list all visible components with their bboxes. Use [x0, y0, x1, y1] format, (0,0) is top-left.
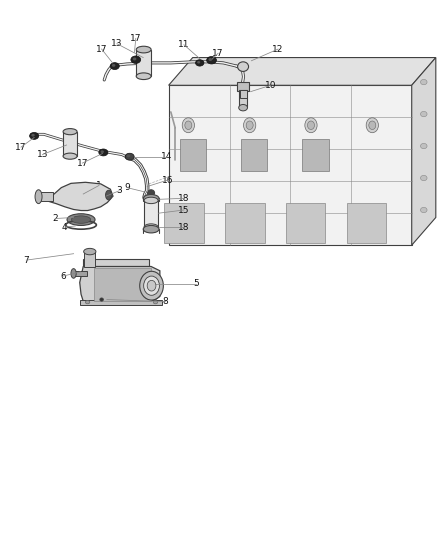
Polygon shape [83, 259, 149, 266]
Bar [39, 192, 53, 201]
Ellipse shape [239, 104, 247, 111]
Ellipse shape [140, 271, 163, 300]
Text: 4: 4 [62, 223, 67, 231]
Ellipse shape [71, 269, 76, 278]
Ellipse shape [420, 175, 427, 181]
Text: 3: 3 [116, 187, 122, 195]
Text: 17: 17 [15, 143, 27, 151]
Polygon shape [286, 203, 325, 243]
Text: 8: 8 [162, 297, 169, 306]
Ellipse shape [420, 79, 427, 85]
Ellipse shape [125, 154, 134, 160]
Ellipse shape [307, 121, 314, 130]
Ellipse shape [30, 133, 39, 140]
Text: 13: 13 [111, 39, 123, 48]
Ellipse shape [63, 153, 77, 159]
Text: 9: 9 [124, 183, 130, 192]
Ellipse shape [31, 134, 35, 136]
Polygon shape [164, 203, 204, 243]
Bar [237, 82, 249, 91]
Ellipse shape [305, 118, 317, 133]
Text: 1: 1 [96, 181, 102, 190]
Text: 5: 5 [193, 279, 199, 288]
Bar [136, 50, 151, 76]
Ellipse shape [127, 155, 130, 157]
Text: 18: 18 [178, 194, 190, 203]
Polygon shape [169, 58, 436, 85]
Ellipse shape [110, 63, 119, 69]
Ellipse shape [207, 56, 216, 64]
Ellipse shape [246, 121, 253, 130]
Ellipse shape [208, 58, 212, 61]
Bar [239, 90, 247, 107]
Ellipse shape [112, 64, 115, 67]
Ellipse shape [71, 216, 91, 223]
Text: 2: 2 [53, 214, 58, 223]
Polygon shape [80, 300, 162, 305]
Ellipse shape [131, 56, 141, 63]
Ellipse shape [197, 61, 200, 63]
Text: 16: 16 [162, 176, 173, 184]
Ellipse shape [100, 150, 104, 153]
Ellipse shape [35, 190, 42, 204]
Ellipse shape [136, 73, 151, 79]
Ellipse shape [63, 128, 77, 135]
Polygon shape [241, 139, 267, 171]
Polygon shape [180, 139, 206, 171]
Ellipse shape [106, 190, 112, 200]
Text: 17: 17 [212, 49, 224, 58]
Polygon shape [302, 139, 328, 171]
Text: 18: 18 [178, 223, 190, 231]
Ellipse shape [143, 195, 159, 202]
Ellipse shape [133, 58, 136, 60]
Polygon shape [225, 203, 265, 243]
Ellipse shape [182, 118, 194, 133]
Polygon shape [80, 266, 160, 305]
Bar [240, 90, 247, 98]
Text: 15: 15 [178, 206, 190, 214]
Text: 6: 6 [60, 272, 66, 280]
Ellipse shape [238, 62, 249, 71]
Bar [74, 271, 87, 276]
Text: 12: 12 [272, 45, 284, 53]
Ellipse shape [100, 298, 103, 301]
Text: 17: 17 [77, 159, 88, 167]
Bar [63, 132, 77, 156]
Ellipse shape [67, 214, 95, 225]
Polygon shape [48, 182, 113, 211]
Ellipse shape [420, 111, 427, 117]
Polygon shape [94, 268, 151, 301]
Ellipse shape [420, 143, 427, 149]
Ellipse shape [85, 301, 90, 304]
Polygon shape [347, 203, 386, 243]
Ellipse shape [195, 60, 204, 66]
Ellipse shape [99, 149, 108, 156]
Ellipse shape [366, 118, 378, 133]
Ellipse shape [369, 121, 376, 130]
Ellipse shape [143, 225, 159, 233]
Text: 11: 11 [178, 41, 190, 49]
Ellipse shape [144, 224, 158, 230]
Ellipse shape [153, 301, 158, 304]
Text: 13: 13 [37, 150, 48, 159]
Text: 14: 14 [161, 152, 172, 161]
Ellipse shape [147, 280, 156, 291]
Text: 17: 17 [96, 45, 107, 53]
Text: 10: 10 [265, 81, 276, 90]
Bar [144, 200, 158, 227]
Ellipse shape [185, 121, 192, 130]
Text: 17: 17 [130, 34, 141, 43]
Text: 7: 7 [23, 256, 29, 264]
Ellipse shape [144, 276, 159, 295]
Ellipse shape [136, 46, 151, 53]
Polygon shape [169, 85, 412, 245]
Ellipse shape [144, 197, 158, 204]
Polygon shape [84, 252, 95, 266]
Polygon shape [412, 58, 436, 245]
Ellipse shape [420, 207, 427, 213]
Ellipse shape [244, 118, 256, 133]
Ellipse shape [148, 190, 155, 196]
Ellipse shape [84, 248, 96, 255]
